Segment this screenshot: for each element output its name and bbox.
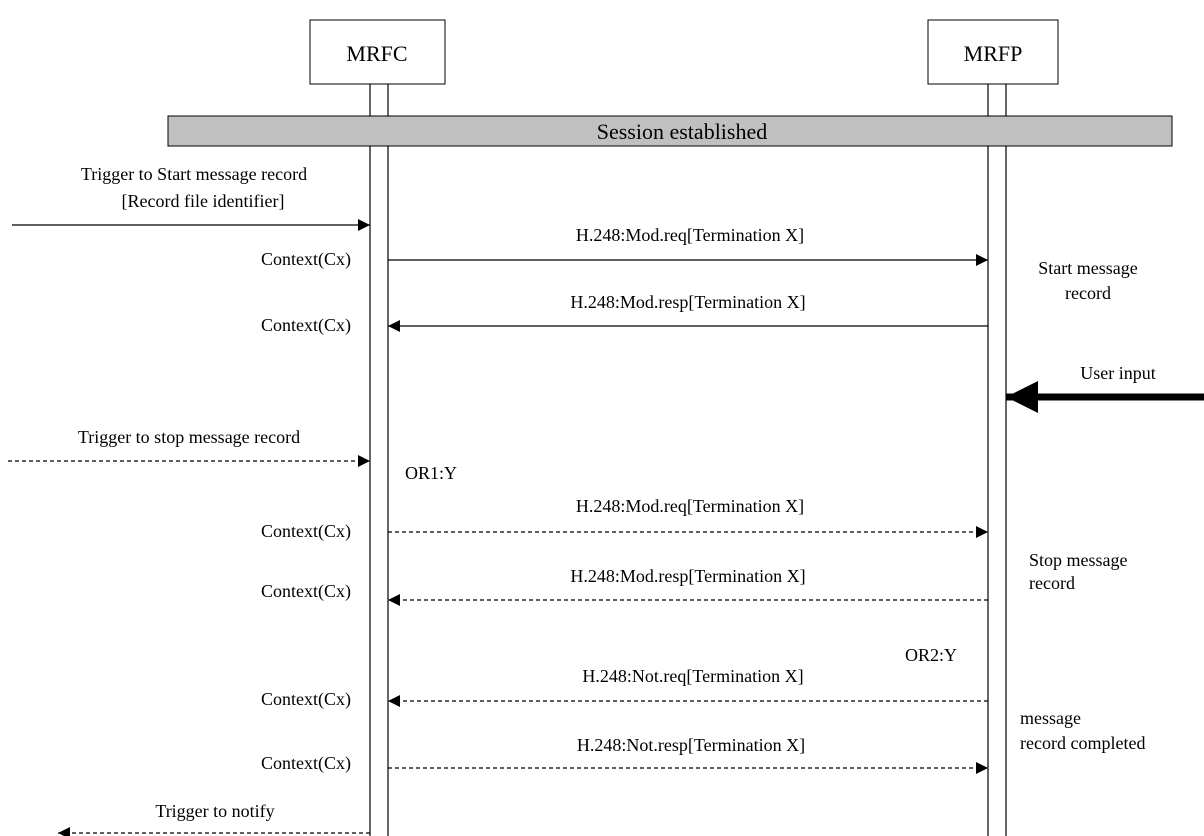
mrfp-box [927,19,1059,85]
option-or1-label: OR1:Y [405,463,457,483]
trigger-start-label: Trigger to Start message record [81,164,307,184]
context-label-5: Context(Cx) [261,689,351,710]
session-banner-bar [167,115,1173,147]
context-label-4: Context(Cx) [261,581,351,602]
msg-mod-resp-2-label: H.248:Mod.resp[Termination X] [570,566,805,586]
note-record-completed-line1: message [1020,708,1081,728]
option-or2-label: OR2:Y [905,645,957,665]
msg-mod-req-2-label: H.248:Mod.req[Termination X] [576,496,804,516]
context-label-1: Context(Cx) [261,249,351,270]
note-record-completed-line2: record completed [1020,733,1145,753]
context-label-2: Context(Cx) [261,315,351,336]
trigger-stop-label: Trigger to stop message record [78,427,300,447]
user-input-label: User input [1080,363,1156,383]
msg-mod-req-1-label: H.248:Mod.req[Termination X] [576,225,804,245]
note-start-record-line2: record [1065,283,1111,303]
mrfc-label: MRFC [346,41,407,66]
context-label-6: Context(Cx) [261,753,351,774]
context-label-3: Context(Cx) [261,521,351,542]
mrfc-participant: MRFC [309,19,446,85]
trigger-notify-label: Trigger to notify [155,801,274,821]
session-banner-label: Session established [597,119,768,144]
note-stop-record-line2: record [1029,573,1075,593]
msg-not-resp-label: H.248:Not.resp[Termination X] [577,735,805,755]
note-start-record-line1: Start message [1038,258,1137,278]
msg-not-req-label: H.248:Not.req[Termination X] [582,666,803,686]
note-stop-record-line1: Stop message [1029,550,1128,570]
mrfp-label: MRFP [964,41,1023,66]
mrfc-box [309,19,446,85]
session-banner: Session established [167,115,1173,147]
mrfp-participant: MRFP [927,19,1059,85]
trigger-start-sublabel: [Record file identifier] [122,191,285,211]
msg-mod-resp-1-label: H.248:Mod.resp[Termination X] [570,292,805,312]
